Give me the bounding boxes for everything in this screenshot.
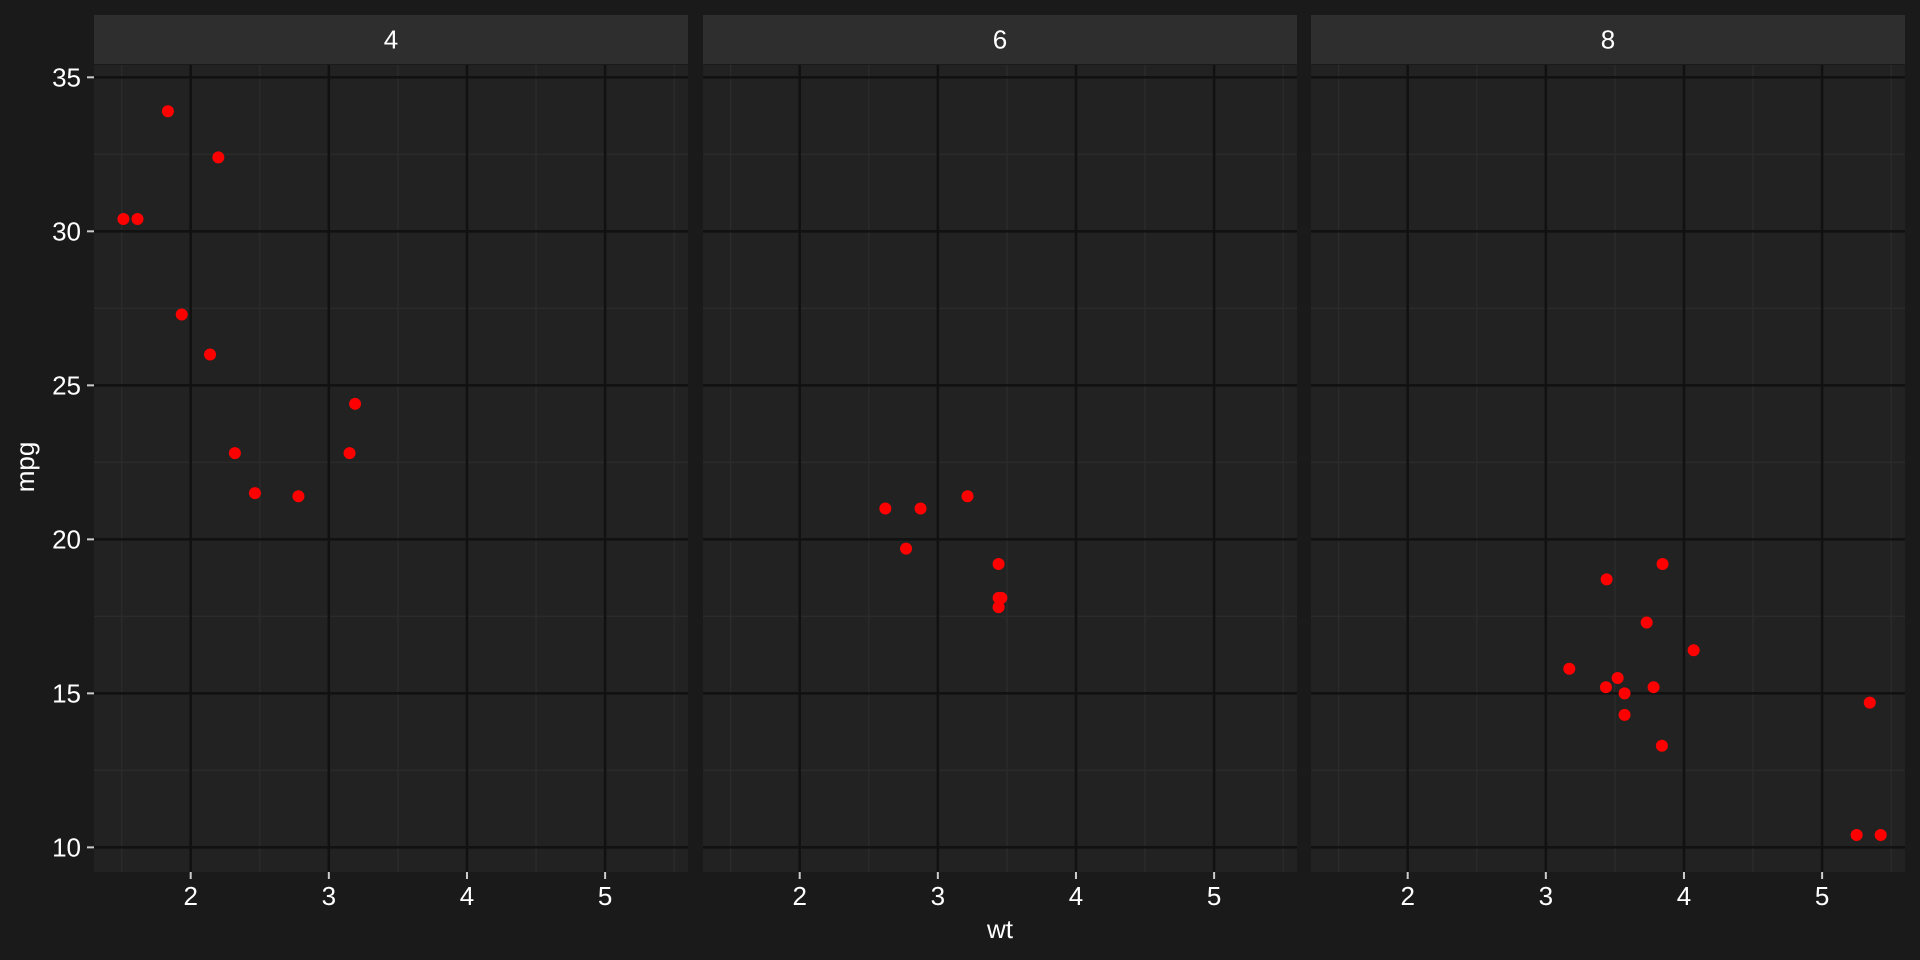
data-point xyxy=(1599,681,1612,694)
data-point xyxy=(1863,696,1876,709)
x-tick-label: 5 xyxy=(598,881,612,911)
data-point xyxy=(131,213,144,226)
facet-strip-label: 8 xyxy=(1601,25,1615,55)
data-point xyxy=(117,213,130,226)
data-point xyxy=(879,502,892,515)
data-point xyxy=(1687,644,1700,657)
data-point xyxy=(1640,616,1653,629)
y-tick-label: 25 xyxy=(52,370,81,400)
data-point xyxy=(292,490,305,503)
data-point xyxy=(961,490,974,503)
x-tick-label: 4 xyxy=(460,881,474,911)
y-axis-title: mpg xyxy=(10,442,40,493)
y-tick-label: 35 xyxy=(52,62,81,92)
panel-background xyxy=(1311,65,1905,872)
panels-layer: 4 2 3 4 5 6 2 3 4 5 8 2 3 4 5 xyxy=(94,15,1905,911)
data-point xyxy=(900,542,913,555)
x-tick-label: 5 xyxy=(1207,881,1221,911)
x-tick-label: 4 xyxy=(1069,881,1083,911)
data-point xyxy=(1647,681,1660,694)
data-point xyxy=(212,151,225,164)
data-point xyxy=(1850,829,1863,842)
data-point xyxy=(228,447,241,460)
y-tick-label: 20 xyxy=(52,524,81,554)
x-tick-label: 4 xyxy=(1677,881,1691,911)
data-point xyxy=(1656,557,1669,570)
facet-panel-4: 4 2 3 4 5 xyxy=(94,15,688,911)
facet-panel-6: 6 2 3 4 5 xyxy=(703,15,1297,911)
x-axis-title: wt xyxy=(986,914,1014,944)
data-point xyxy=(248,487,261,500)
panel-background xyxy=(94,65,688,872)
data-point xyxy=(161,105,174,118)
x-tick-label: 3 xyxy=(931,881,945,911)
x-tick-label: 2 xyxy=(1400,881,1414,911)
data-point xyxy=(1874,829,1887,842)
facet-strip xyxy=(94,15,688,64)
facet-strip-label: 4 xyxy=(384,25,398,55)
data-point xyxy=(1600,573,1613,586)
data-point xyxy=(1618,687,1631,700)
data-point xyxy=(1618,708,1631,721)
y-tick-label: 30 xyxy=(52,216,81,246)
data-point xyxy=(175,308,188,321)
y-axis: 10 15 20 25 30 35 xyxy=(52,62,94,862)
data-point xyxy=(992,601,1005,614)
facet-strip xyxy=(1311,15,1905,64)
data-point xyxy=(349,397,362,410)
data-point xyxy=(995,591,1008,604)
data-point xyxy=(1611,671,1624,684)
x-tick-label: 3 xyxy=(322,881,336,911)
data-point xyxy=(1563,662,1576,675)
y-tick-label: 15 xyxy=(52,678,81,708)
facet-strip-label: 6 xyxy=(993,25,1007,55)
y-tick-label: 10 xyxy=(52,832,81,862)
panel-background xyxy=(703,65,1297,872)
facet-strip xyxy=(703,15,1297,64)
data-point xyxy=(204,348,217,361)
data-point xyxy=(914,502,927,515)
x-tick-label: 2 xyxy=(183,881,197,911)
x-tick-label: 2 xyxy=(792,881,806,911)
data-point xyxy=(343,447,356,460)
facet-panel-8: 8 2 3 4 5 xyxy=(1311,15,1905,911)
data-point xyxy=(992,557,1005,570)
data-point xyxy=(1655,739,1668,752)
x-tick-label: 3 xyxy=(1539,881,1553,911)
x-tick-label: 5 xyxy=(1815,881,1829,911)
